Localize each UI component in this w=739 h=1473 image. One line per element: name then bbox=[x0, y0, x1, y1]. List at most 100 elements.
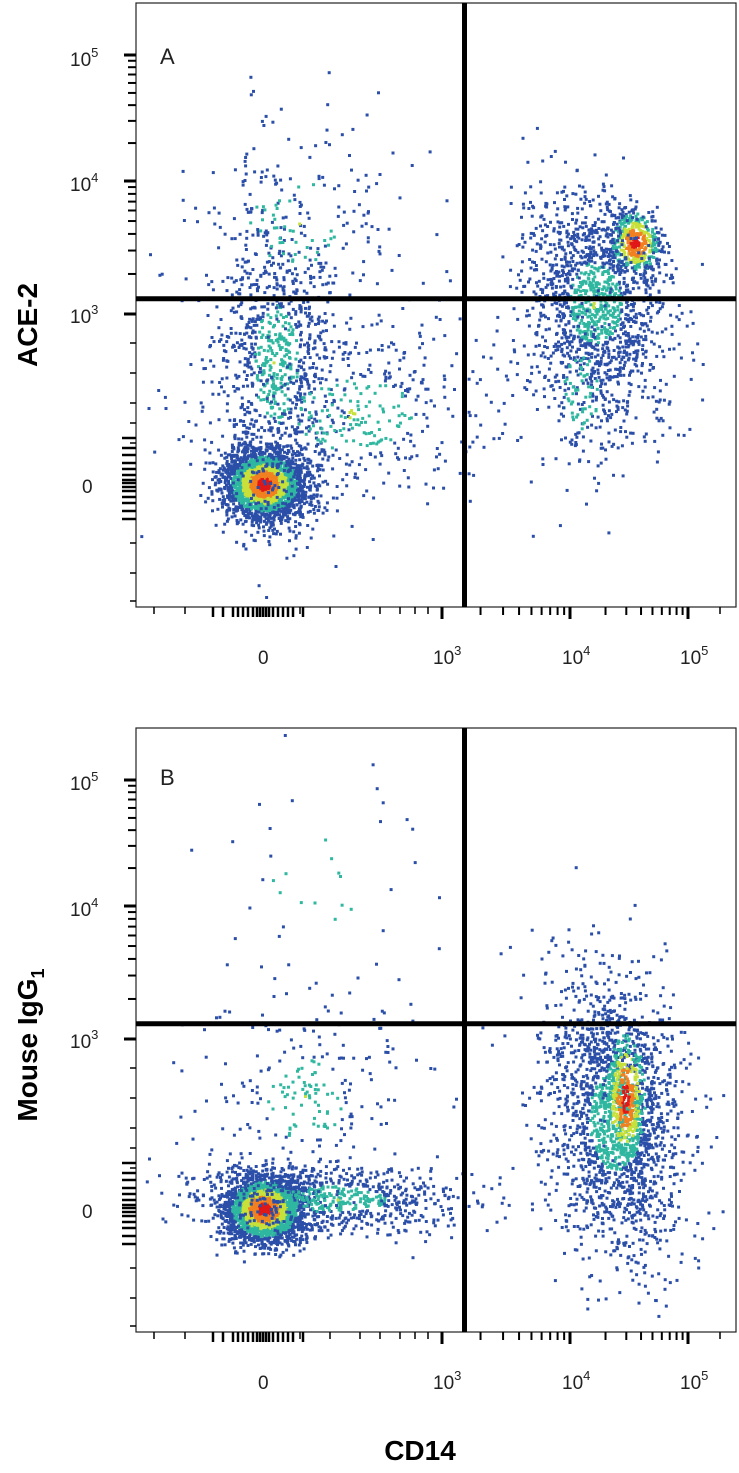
event-dot bbox=[392, 385, 396, 388]
event-dot bbox=[250, 432, 254, 436]
event-dot bbox=[233, 418, 237, 422]
event-dot bbox=[298, 394, 302, 398]
event-dot bbox=[203, 438, 207, 442]
event-dot bbox=[306, 485, 309, 489]
event-dot bbox=[322, 431, 326, 435]
event-dot bbox=[305, 500, 309, 504]
event-dot bbox=[283, 373, 287, 377]
event-dot bbox=[278, 407, 282, 411]
event-dot bbox=[497, 409, 501, 413]
event-dot bbox=[276, 457, 280, 461]
event-dot bbox=[280, 448, 284, 452]
event-dot bbox=[392, 342, 396, 346]
event-dot bbox=[253, 475, 257, 479]
event-dot bbox=[252, 465, 256, 469]
event-dot bbox=[658, 271, 662, 275]
event-dot bbox=[608, 330, 612, 334]
event-dot bbox=[275, 317, 279, 321]
event-dot bbox=[291, 307, 295, 311]
event-dot bbox=[320, 387, 324, 391]
event-dot bbox=[249, 512, 253, 516]
event-dot bbox=[400, 391, 404, 395]
event-dot bbox=[246, 467, 250, 471]
event-dot bbox=[642, 232, 646, 236]
event-dot bbox=[289, 316, 293, 320]
event-dot bbox=[232, 502, 236, 506]
event-dot bbox=[296, 414, 300, 418]
event-dot bbox=[671, 276, 675, 280]
event-dot bbox=[307, 352, 311, 355]
event-dot bbox=[317, 501, 321, 505]
event-dot bbox=[253, 342, 257, 346]
event-dot bbox=[319, 381, 322, 385]
event-dot bbox=[356, 418, 360, 422]
event-dot bbox=[275, 376, 279, 380]
event-dot bbox=[314, 144, 318, 148]
event-dot bbox=[408, 457, 412, 461]
event-dot bbox=[181, 198, 185, 202]
event-dot bbox=[577, 236, 581, 240]
event-dot bbox=[294, 485, 298, 489]
event-dot bbox=[206, 314, 210, 317]
event-dot bbox=[627, 227, 631, 231]
event-dot bbox=[582, 322, 586, 325]
event-dot bbox=[243, 332, 247, 336]
event-dot bbox=[282, 336, 286, 340]
event-dot bbox=[299, 224, 303, 228]
event-dot bbox=[532, 290, 536, 294]
event-dot bbox=[267, 330, 271, 334]
event-dot bbox=[267, 393, 271, 396]
event-dot bbox=[308, 509, 312, 513]
event-dot bbox=[576, 335, 580, 339]
event-dot bbox=[244, 156, 248, 159]
event-dot bbox=[593, 221, 597, 225]
event-dot bbox=[260, 513, 264, 517]
event-dot bbox=[644, 253, 647, 257]
event-dot bbox=[250, 207, 253, 211]
event-dot bbox=[239, 501, 243, 505]
event-dot bbox=[641, 362, 644, 365]
event-dot bbox=[620, 259, 624, 263]
event-dot bbox=[291, 496, 295, 500]
event-dot bbox=[225, 376, 229, 380]
event-dot bbox=[256, 378, 260, 382]
event-dot bbox=[290, 499, 294, 503]
event-dot bbox=[442, 385, 446, 389]
event-dot bbox=[635, 239, 639, 243]
event-dot bbox=[596, 267, 600, 271]
event-dot bbox=[218, 339, 221, 343]
event-dot bbox=[398, 358, 402, 362]
event-dot bbox=[631, 208, 635, 212]
event-dot bbox=[450, 364, 454, 368]
event-dot bbox=[641, 235, 645, 239]
event-dot bbox=[300, 453, 304, 457]
event-dot bbox=[268, 535, 272, 539]
event-dot bbox=[396, 446, 400, 450]
event-dot bbox=[258, 499, 262, 502]
event-dot bbox=[357, 423, 361, 427]
event-dot bbox=[249, 479, 253, 483]
event-dot bbox=[282, 360, 286, 364]
event-dot bbox=[628, 352, 632, 356]
event-dot bbox=[274, 440, 278, 444]
event-dot bbox=[655, 248, 659, 252]
event-dot bbox=[241, 501, 245, 505]
event-dot bbox=[289, 407, 293, 411]
event-dot bbox=[235, 455, 239, 459]
event-dot bbox=[288, 177, 292, 181]
event-dot bbox=[611, 245, 615, 248]
event-dot bbox=[284, 327, 287, 331]
event-dot bbox=[272, 174, 276, 178]
event-dot bbox=[257, 428, 260, 432]
event-dot bbox=[544, 339, 547, 343]
event-dot bbox=[316, 317, 320, 321]
event-dot bbox=[241, 495, 245, 499]
event-dot bbox=[228, 495, 232, 499]
event-dot bbox=[297, 422, 301, 426]
event-dot bbox=[414, 398, 418, 402]
event-dot bbox=[278, 336, 282, 340]
event-dot bbox=[260, 336, 264, 339]
event-dot bbox=[234, 349, 238, 353]
event-dot bbox=[267, 540, 271, 543]
event-dot bbox=[254, 478, 257, 482]
